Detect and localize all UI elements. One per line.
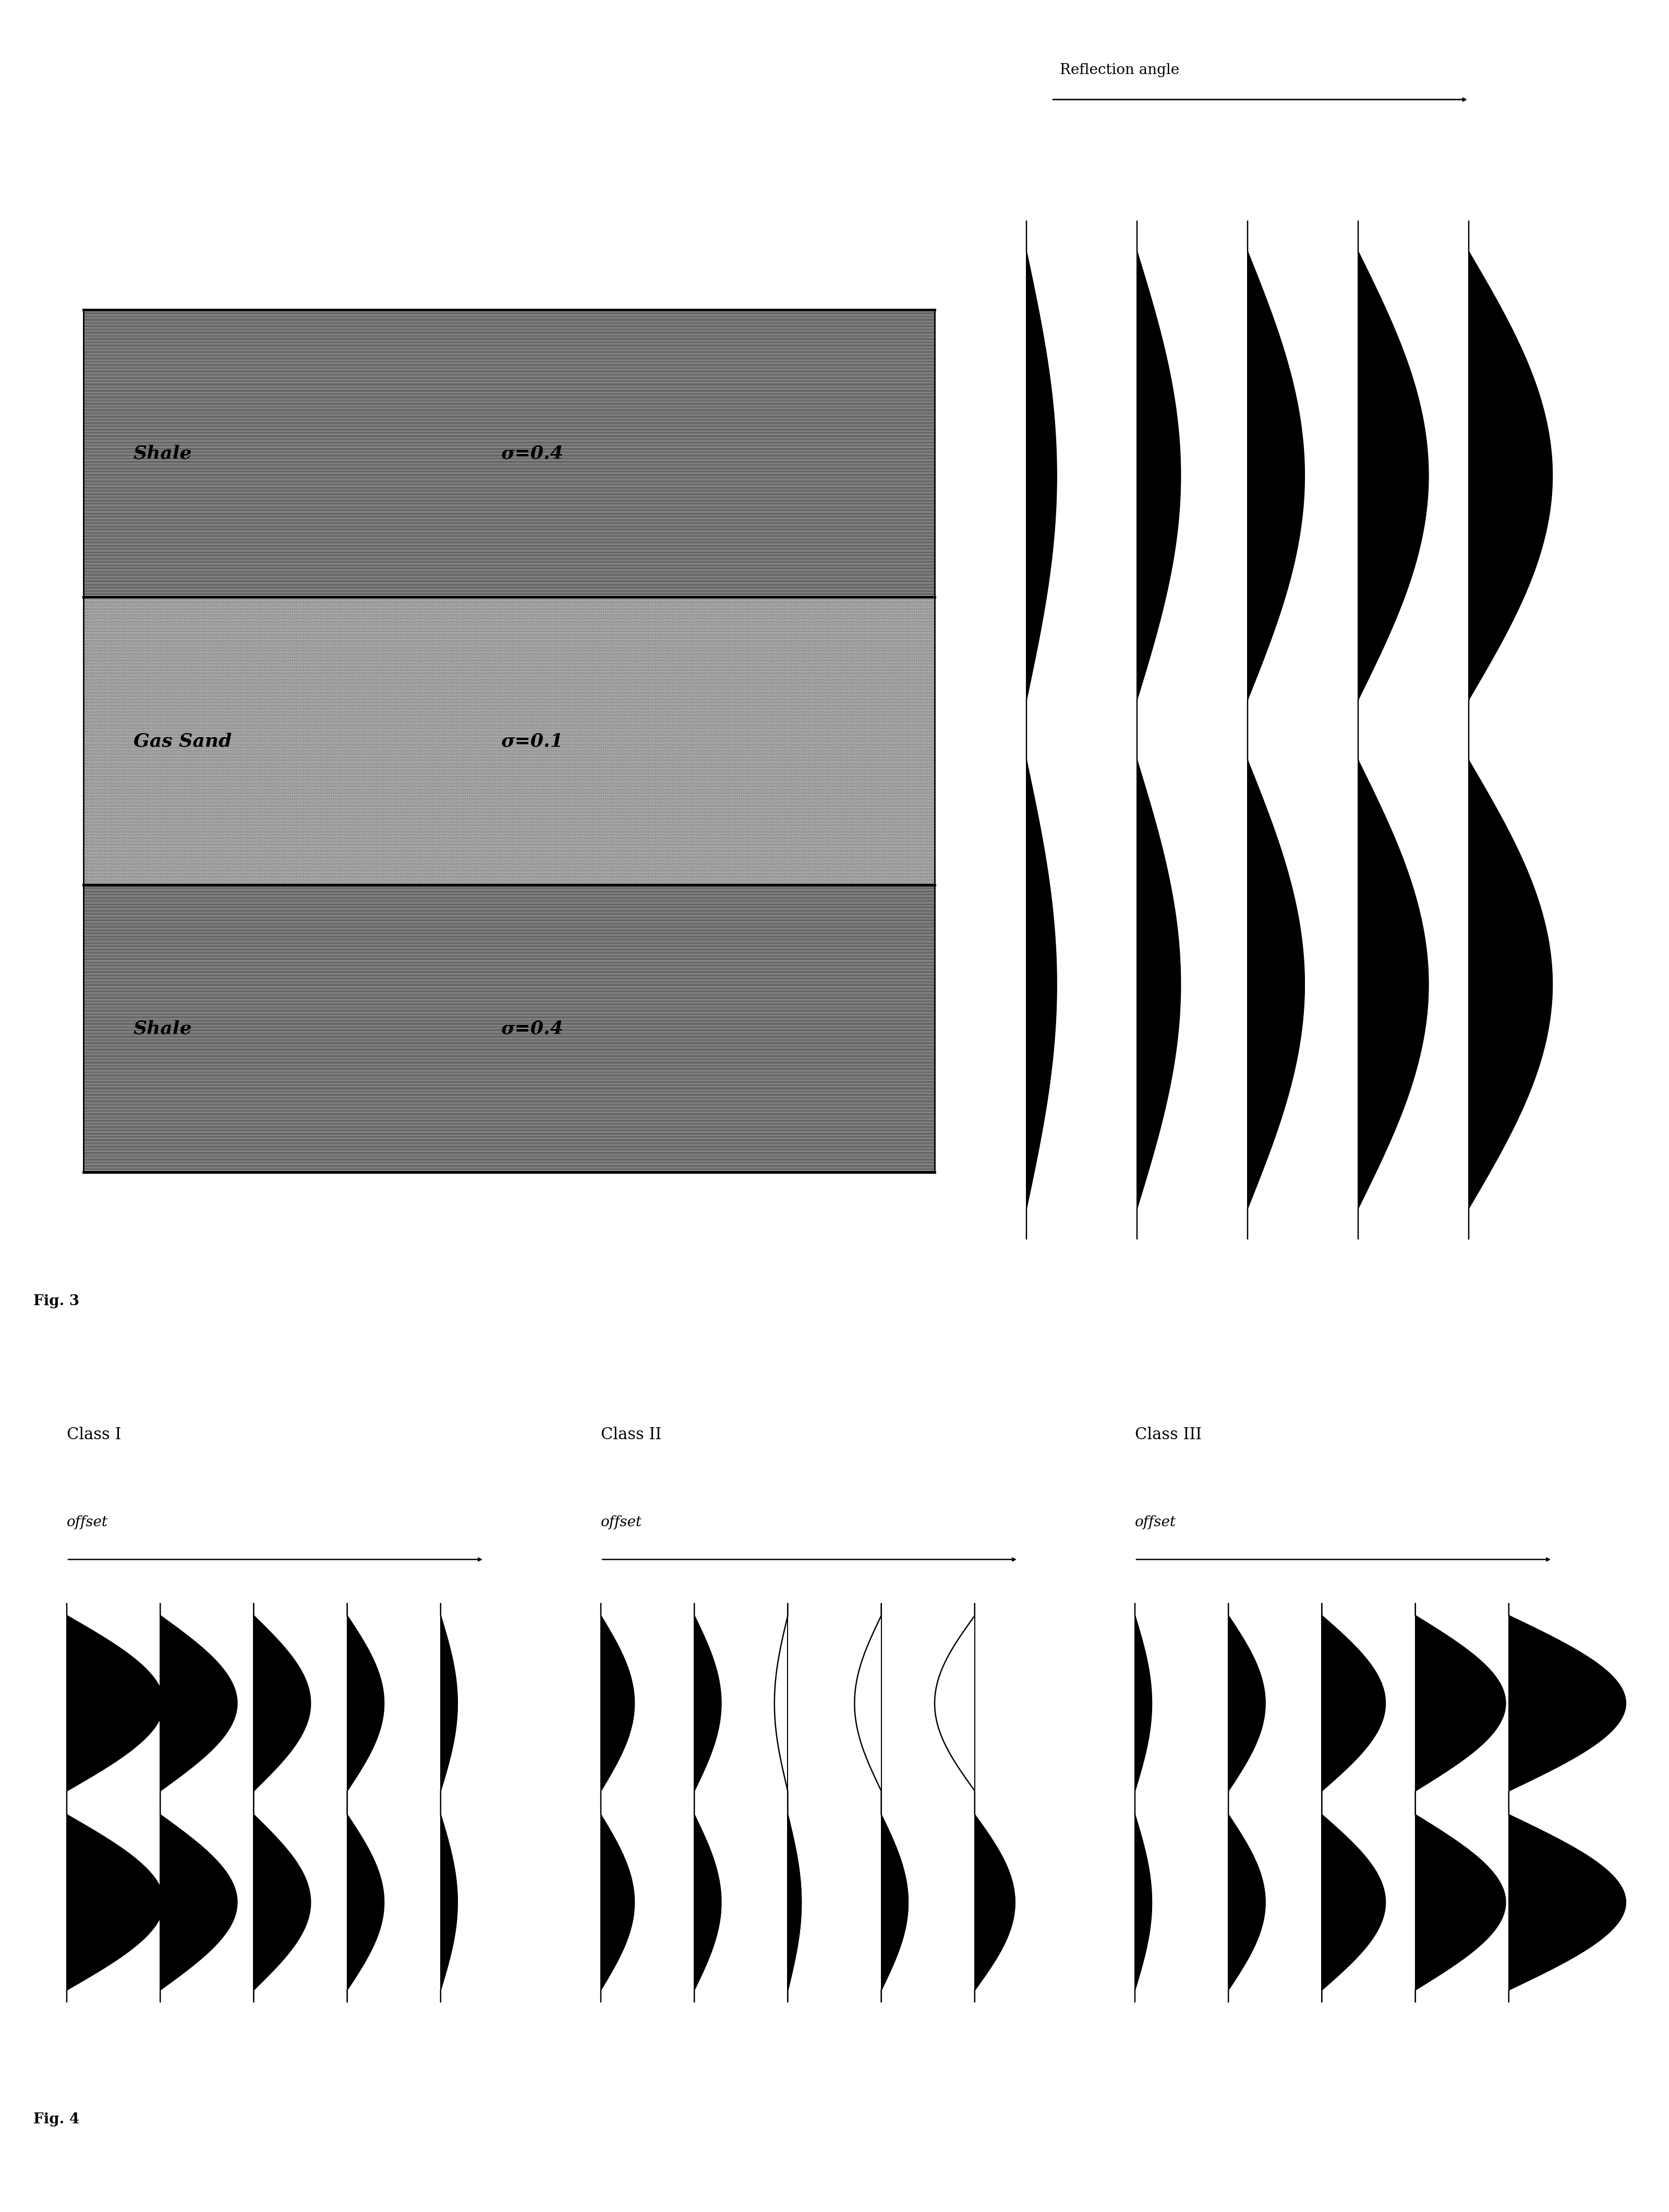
Text: Class I: Class I	[67, 1427, 122, 1442]
Text: Fig. 4: Fig. 4	[33, 2112, 80, 2126]
Bar	[83, 597, 935, 885]
Text: σ=0.1: σ=0.1	[501, 732, 562, 750]
Text: Gas Sand: Gas Sand	[134, 732, 232, 750]
Bar	[83, 885, 935, 1172]
Text: Shale: Shale	[134, 445, 192, 462]
Text: Class II: Class II	[601, 1427, 661, 1442]
Text: Reflection angle: Reflection angle	[1060, 64, 1180, 77]
Text: Shale: Shale	[134, 1020, 192, 1037]
Text: σ=0.4: σ=0.4	[501, 1020, 562, 1037]
Text: Fig. 3: Fig. 3	[33, 1294, 80, 1307]
Bar	[83, 310, 935, 597]
Bar	[83, 310, 935, 597]
Text: offset: offset	[1135, 1515, 1177, 1528]
Bar	[83, 885, 935, 1172]
Bar	[83, 597, 935, 885]
Text: Class III: Class III	[1135, 1427, 1202, 1442]
Text: offset: offset	[601, 1515, 643, 1528]
Text: offset: offset	[67, 1515, 108, 1528]
Text: σ=0.4: σ=0.4	[501, 445, 562, 462]
